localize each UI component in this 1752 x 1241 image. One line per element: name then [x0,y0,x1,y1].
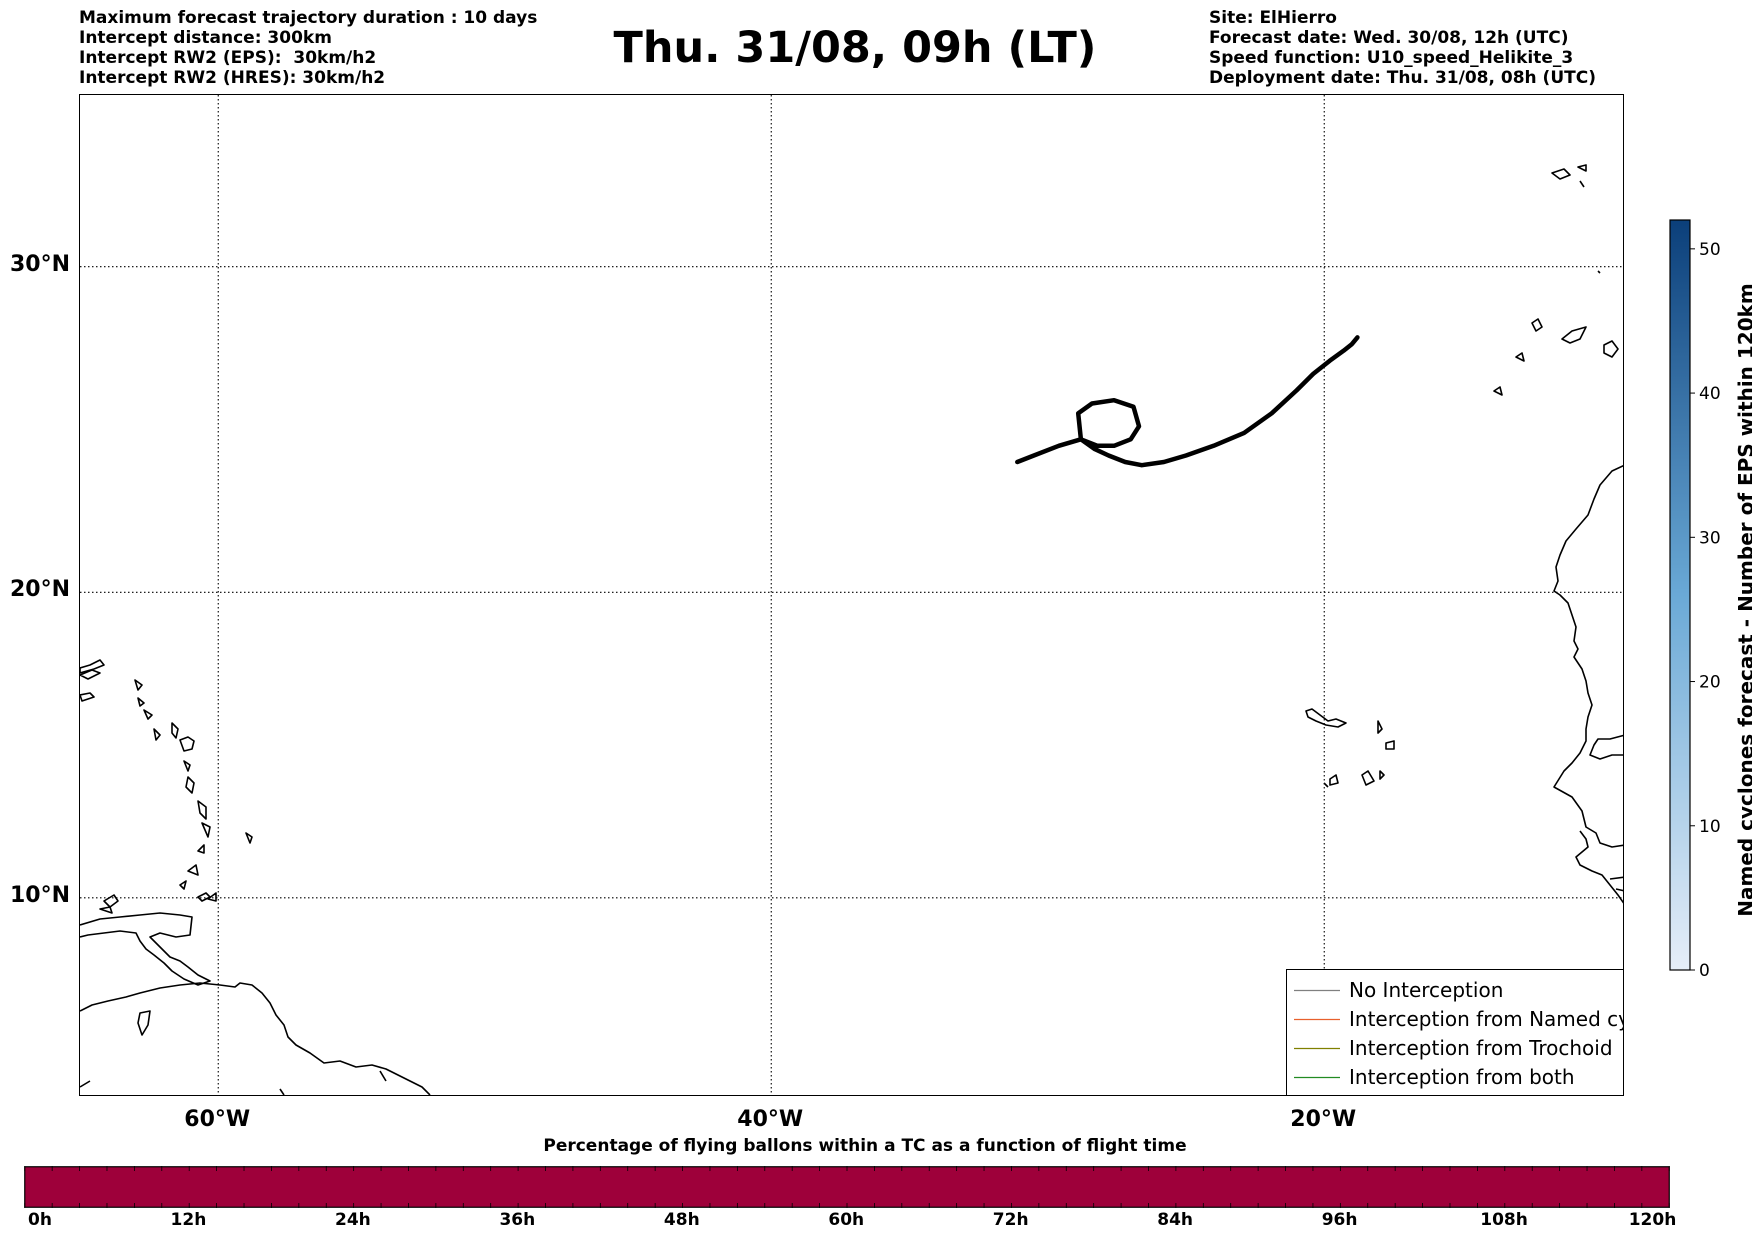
flight-time-tick-label: 24h [335,1210,371,1230]
coastline-west-africa-2 [1589,734,1623,760]
flight-time-fill [24,1166,1670,1208]
coastline-south-america [80,982,431,1095]
header-left-line-3: Intercept RW2 (HRES): 30km/h2 [79,68,386,88]
page-title: Thu. 31/08, 09h (LT) [613,23,1097,73]
legend-label: HRES [1347,1092,1401,1095]
flight-time-tick-label: 0h [28,1210,52,1230]
colorbar-tick-label: 50 [1699,240,1721,260]
coastline-antilles [80,669,253,902]
map-canvas [80,95,1623,1095]
analysis-track-loop [1075,397,1142,449]
coastline-west-africa-3 [1575,830,1623,904]
coastline-hispaniola [80,659,105,674]
analysis-track-line [1015,335,1360,468]
legend-label: Interception from Trochoid [1349,1036,1613,1060]
coastline-trinidad [80,912,211,986]
coastline-cape-verde [1305,708,1395,788]
colorbar-tick-label: 0 [1699,961,1710,978]
legend-label: Interception from both [1349,1065,1575,1089]
legend-item: Interception from both [1287,1063,1623,1092]
header-right-line-0: Site: ElHierro [1209,8,1337,28]
flight-time-bar [24,1166,1670,1208]
colorbar-tick-label: 10 [1699,817,1721,837]
lon-label-20w: 20°W [1290,1107,1357,1132]
flight-time-tick-label: 48h [663,1210,700,1230]
flight-time-tick-label: 96h [1321,1210,1358,1230]
coastline-west-africa [1553,465,1623,848]
header-info-right: Site: ElHierro Forecast date: Wed. 30/08,… [1209,8,1596,88]
lat-label-10n: 10°N [9,882,70,908]
coastline-tobago [197,892,211,902]
lat-label-20n: 20°N [9,577,70,603]
map-legend: No Interception Interception from Named c… [1286,969,1623,1096]
colorbar: 0 10 20 30 40 50 [1669,219,1721,978]
coastline-west-africa-4 [1609,876,1623,892]
coastline-canary-islands [1493,318,1619,396]
legend-line-swatch [1294,1092,1340,1096]
lon-label-40w: 40°W [737,1107,804,1132]
coastline-caribbean-misc [80,1010,387,1095]
header-right-line-1: Forecast date: Wed. 30/08, 12h (UTC) [1209,28,1569,48]
coastline-madeira [1551,164,1601,274]
legend-label: No Interception [1349,978,1504,1002]
header-left-line-0: Maximum forecast trajectory duration : 1… [79,8,538,28]
legend-line-swatch [1294,989,1340,992]
map-panel: No Interception Interception from Named c… [79,94,1624,1096]
lat-label-30n: 30°N [9,251,70,277]
flight-time-tick-label: 60h [828,1210,865,1230]
colorbar-tick-label: 20 [1699,673,1721,693]
header-right-line-2: Speed function: U10_speed_Helikite_3 [1209,48,1574,68]
flight-time-tick-label: 120h [1628,1210,1677,1230]
flight-time-tick-label: 36h [499,1210,536,1230]
bottom-bar-title: Percentage of flying ballons within a TC… [543,1136,1187,1156]
legend-label: Interception from Named cyclone [1349,1007,1623,1031]
legend-line-swatch [1294,1018,1340,1021]
legend-item: HRES [1287,1092,1623,1096]
legend-item: No Interception [1287,976,1623,1005]
coastline-isla-margarita [99,894,119,914]
lon-label-60w: 60°W [184,1107,251,1132]
header-info-left: Maximum forecast trajectory duration : 1… [79,8,537,88]
legend-item: Interception from Named cyclone [1287,1005,1623,1034]
legend-line-swatch [1294,1076,1340,1079]
flight-time-tick-label: 84h [1157,1210,1194,1230]
flight-time-tick-label: 108h [1480,1210,1528,1230]
colorbar-title: Named cyclones forecast - Number of EPS … [1734,283,1752,917]
coastlines [80,164,1623,1095]
header-left-line-2: Intercept RW2 (EPS): 30km/h2 [79,48,377,68]
colorbar-fill [1669,219,1691,971]
analysis-track [1015,335,1360,468]
legend-item: Interception from Trochoid [1287,1034,1623,1063]
header-right-line-3: Deployment date: Thu. 31/08, 08h (UTC) [1209,68,1596,88]
legend-line-swatch [1294,1047,1340,1050]
colorbar-tick-label: 40 [1699,384,1721,404]
flight-time-tick-label: 12h [170,1210,207,1230]
colorbar-tick-label: 30 [1699,528,1721,548]
graticule [80,95,1623,1095]
flight-time-tick-label: 72h [992,1210,1029,1230]
header-left-line-1: Intercept distance: 300km [79,28,332,48]
